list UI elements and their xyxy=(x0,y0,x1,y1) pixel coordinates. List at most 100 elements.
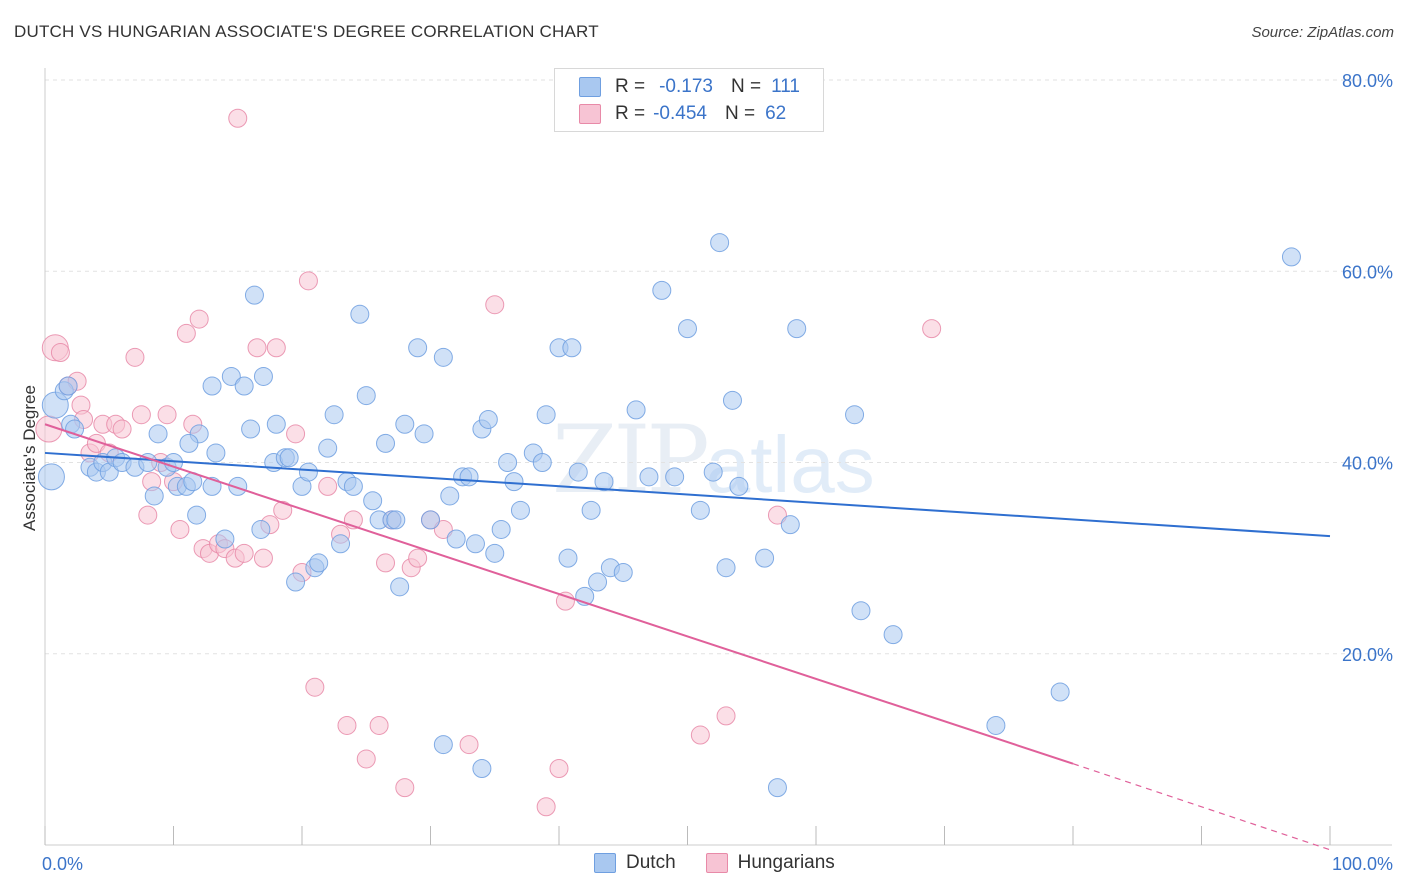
dutch-point xyxy=(755,548,775,568)
series-legend-hungarians[interactable]: Hungarians xyxy=(705,852,835,874)
dutch-point xyxy=(504,472,524,492)
hungarians-trend-extension xyxy=(1072,763,1331,851)
dutch-point xyxy=(376,433,396,453)
dutch-trend-line xyxy=(44,451,1331,538)
dutch-point xyxy=(722,390,742,410)
dutch-point xyxy=(331,534,351,554)
dutch-point xyxy=(241,419,261,439)
dutch-point xyxy=(639,467,659,487)
hungarians-point xyxy=(767,505,787,525)
dutch-point xyxy=(613,562,633,582)
dutch-point xyxy=(37,463,65,491)
dutch-point xyxy=(562,338,582,358)
hungarians-point xyxy=(433,519,453,539)
axes xyxy=(44,68,1392,846)
hungarians-point xyxy=(112,419,132,439)
axis-labels: 20.0% 40.0% 60.0% 80.0% 0.0% 100.0% Associate'… xyxy=(20,71,1393,874)
dutch-point xyxy=(710,233,730,253)
series-legend-dutch[interactable]: Dutch xyxy=(594,852,676,874)
legend-n-label: N = xyxy=(724,103,756,124)
dutch-point xyxy=(318,438,338,458)
dutch-point xyxy=(986,715,1006,735)
dutch-swatch xyxy=(594,853,616,873)
dutch-point xyxy=(215,529,235,549)
dutch-point xyxy=(729,476,749,496)
hungarians-point xyxy=(131,405,151,425)
hungarians-point xyxy=(536,797,556,817)
dutch-point xyxy=(395,414,415,434)
hungarians-point xyxy=(318,476,338,496)
hungarians-point xyxy=(369,715,389,735)
hungarians-point xyxy=(125,347,145,367)
dutch-point xyxy=(568,462,588,482)
hungarians-point xyxy=(716,706,736,726)
hungarians-point xyxy=(286,424,306,444)
dutch-point xyxy=(386,510,406,530)
dutch-point xyxy=(309,553,329,573)
dutch-point xyxy=(690,500,710,520)
dutch-point xyxy=(588,572,608,592)
dutch-point xyxy=(414,424,434,444)
hungarians-point xyxy=(549,759,569,778)
chart-title: DUTCH VS HUNGARIAN ASSOCIATE'S DEGREE CO… xyxy=(14,22,599,41)
dutch-point xyxy=(234,376,254,396)
hungarians-point xyxy=(189,309,209,329)
hungarians-point xyxy=(305,677,325,697)
dutch-point xyxy=(581,500,601,520)
x-tick-label: 0.0% xyxy=(42,854,83,874)
correlation-legend: R = -0.173 N = 111 R = -0.454 N = 62 xyxy=(554,68,824,132)
hungarians-point xyxy=(234,543,254,563)
dutch-point xyxy=(780,515,800,535)
dutch-point xyxy=(626,400,646,420)
hungarians-point xyxy=(138,505,158,525)
legend-r-value: -0.173 xyxy=(659,76,713,97)
dutch-point xyxy=(594,472,614,492)
dutch-point xyxy=(716,558,736,578)
dutch-point xyxy=(510,500,530,520)
dutch-point xyxy=(228,476,248,496)
dutch-point xyxy=(703,462,723,482)
hungarians-point xyxy=(356,749,376,769)
dutch-point xyxy=(472,759,492,778)
dutch-points xyxy=(37,233,1301,798)
dutch-point xyxy=(665,467,685,487)
hungarians-label: Hungarians xyxy=(737,852,835,873)
dutch-point xyxy=(787,319,807,339)
dutch-point xyxy=(202,376,222,396)
legend-r-label: R = xyxy=(615,103,646,124)
dutch-point xyxy=(433,347,453,367)
dutch-point xyxy=(1050,682,1070,702)
dutch-point xyxy=(266,414,286,434)
hungarians-points xyxy=(35,108,942,817)
legend-swatch-hungarians xyxy=(579,104,601,124)
legend-row-hungarians: R = -0.454 N = 62 xyxy=(579,102,786,126)
hungarians-point xyxy=(50,343,70,363)
dutch-point xyxy=(498,453,518,472)
dutch-point xyxy=(286,572,306,592)
dutch-point xyxy=(350,304,370,324)
y-tick-label: 80.0% xyxy=(1342,71,1393,91)
dutch-point xyxy=(408,338,428,358)
hungarians-point xyxy=(408,548,428,568)
dutch-point xyxy=(148,424,168,444)
dutch-point xyxy=(244,285,264,305)
hungarians-trend-line xyxy=(44,423,1074,765)
legend-row-dutch: R = -0.173 N = 111 xyxy=(579,75,800,99)
legend-swatch-dutch xyxy=(579,77,601,97)
watermark: ZIPatlas xyxy=(552,406,875,515)
hungarians-point xyxy=(395,778,415,798)
hungarians-point xyxy=(485,295,505,315)
legend-n-value: 111 xyxy=(771,76,800,97)
dutch-point xyxy=(678,319,697,339)
dutch-point xyxy=(390,577,410,597)
hungarians-swatch xyxy=(705,853,728,873)
watermark-zip: ZIP xyxy=(552,406,710,515)
dutch-point xyxy=(491,519,511,539)
dutch-point xyxy=(1281,247,1301,267)
hungarians-point xyxy=(337,715,357,735)
x-tick-label: 100.0% xyxy=(1332,854,1393,874)
hungarians-point xyxy=(247,338,267,358)
y-axis-label: Associate's Degree xyxy=(20,385,39,531)
dutch-point xyxy=(58,376,78,396)
